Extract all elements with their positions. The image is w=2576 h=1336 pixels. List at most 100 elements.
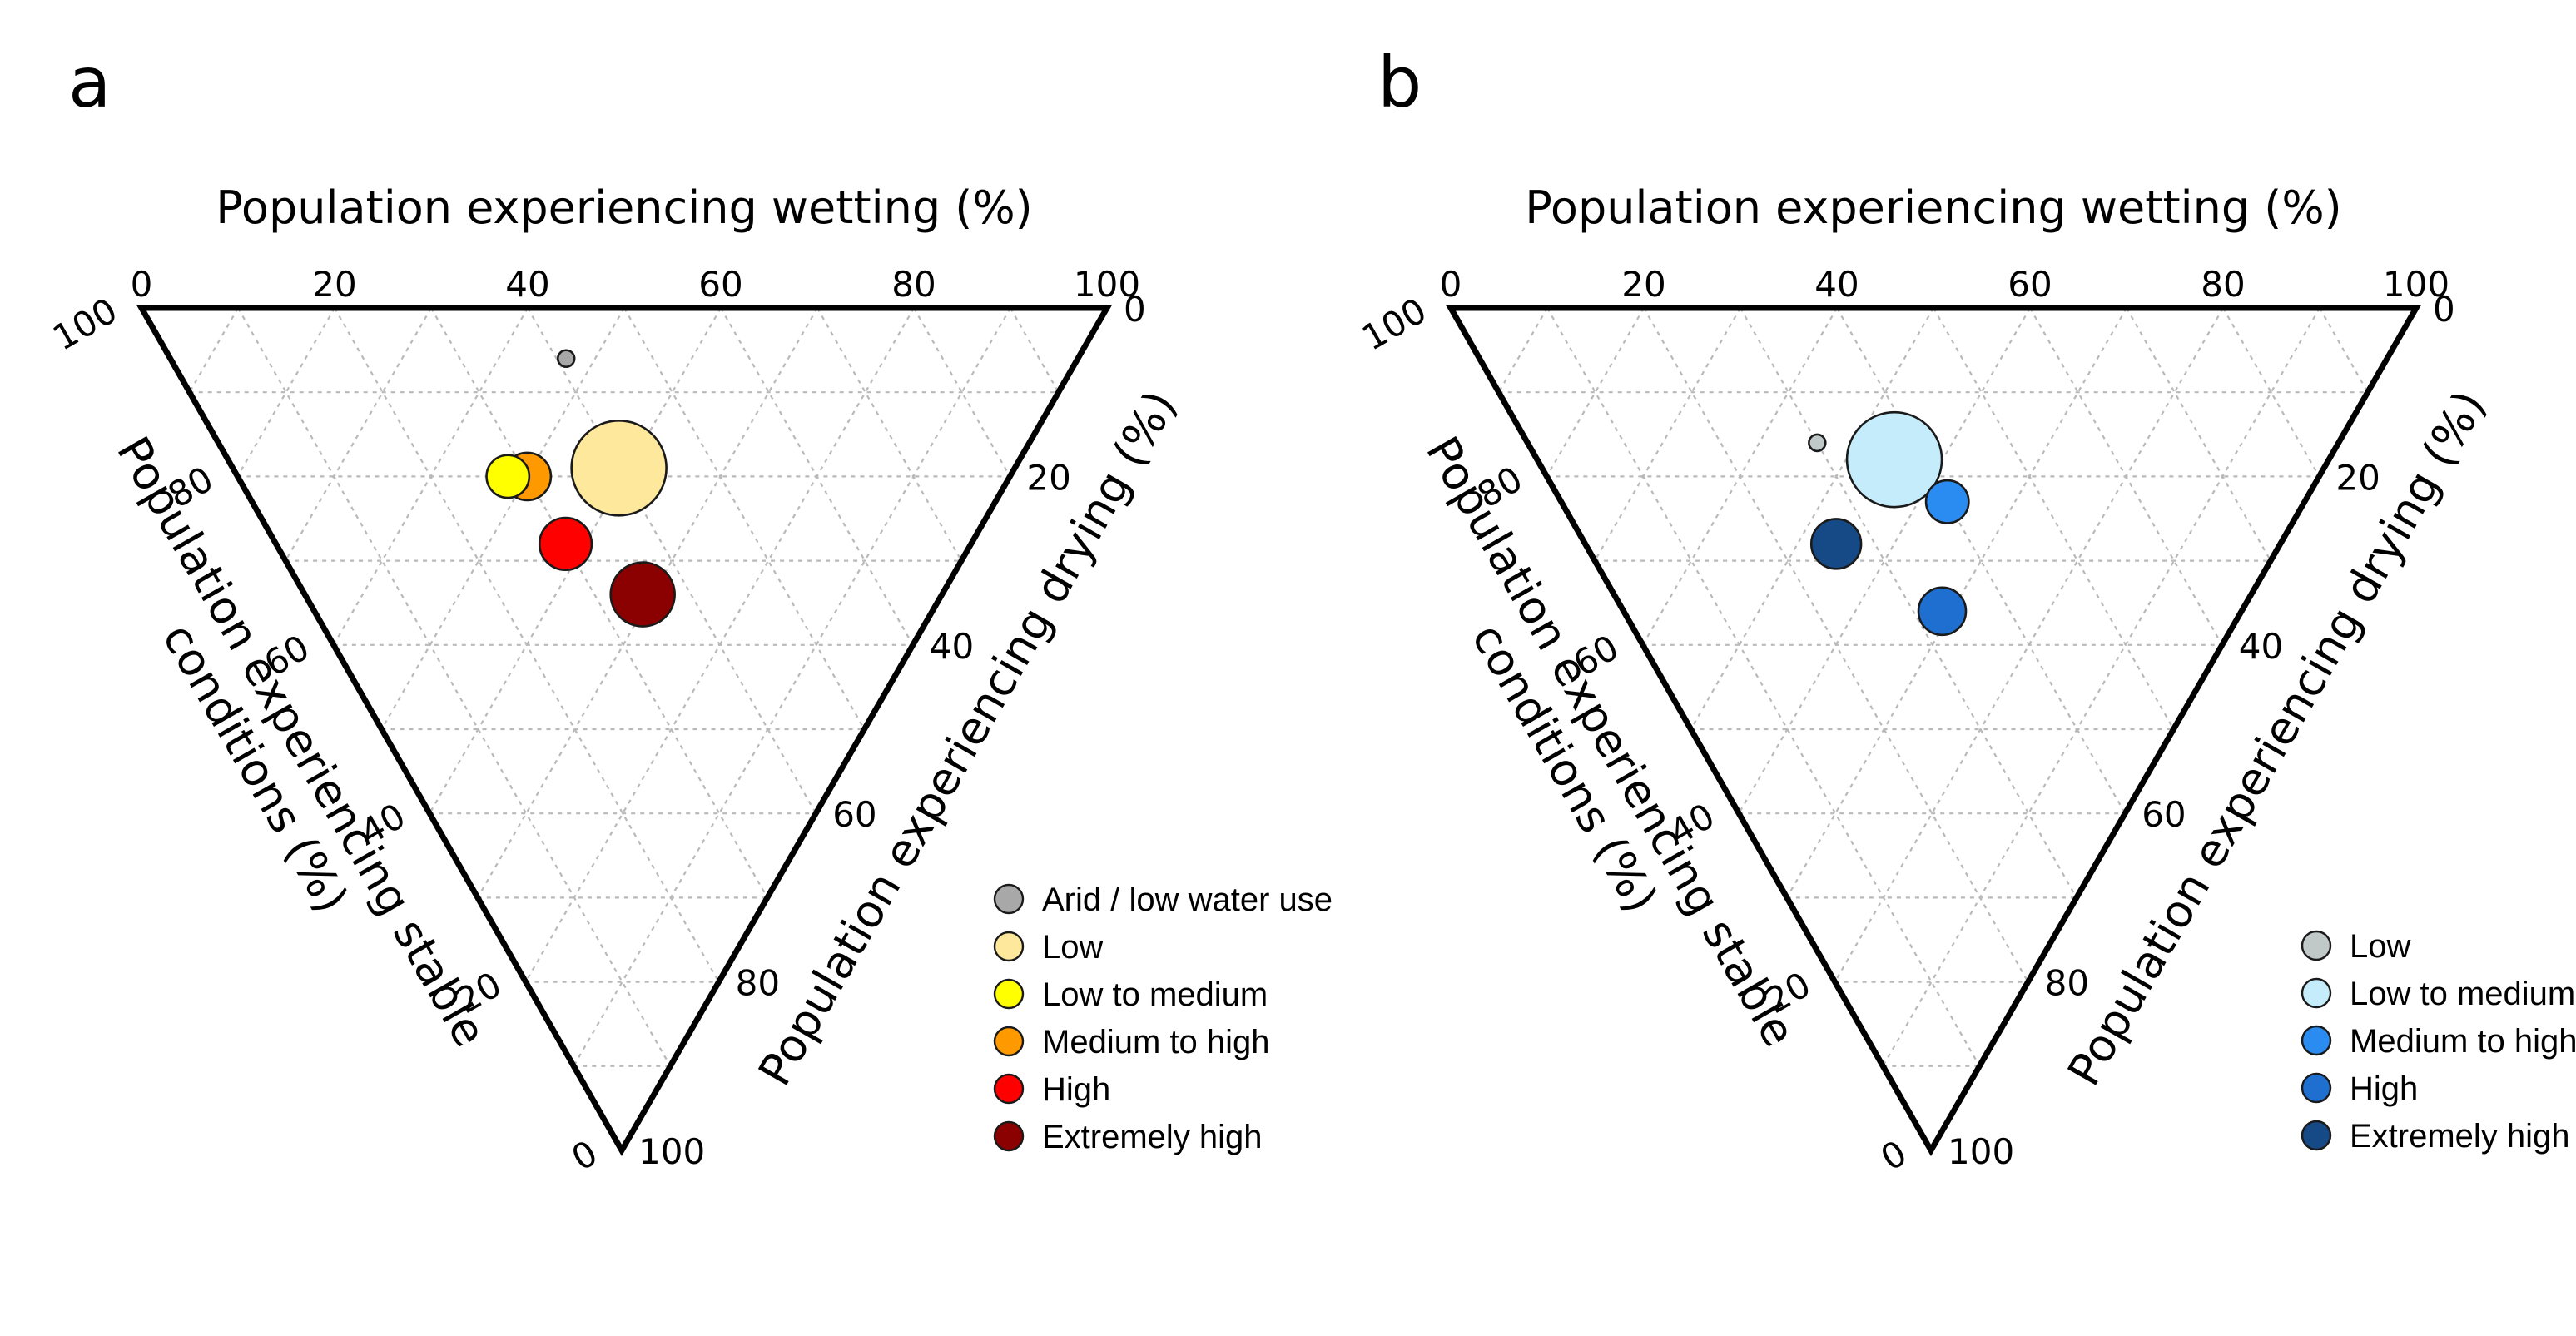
tick-drying: 100 [1948, 1131, 2014, 1172]
axis-title-stable: Population experiencing stableconditions… [61, 428, 497, 1082]
ternary-frame [1445, 305, 2422, 1157]
ternary-panel-b: b0 20 40 60 80 100020406080100100806040200Pop… [1355, 42, 2576, 1179]
gridline-stable [285, 307, 432, 562]
tick-drying: 0 [2433, 289, 2455, 330]
gridline-wetting [623, 307, 866, 730]
legend-label: Extremely high [2350, 1118, 2570, 1155]
tick-drying: 80 [736, 963, 780, 1004]
tick-wetting: 100 [2383, 264, 2449, 305]
tick-drying: 20 [1026, 457, 1070, 498]
tick-wetting: 40 [1814, 264, 1859, 305]
grid [1497, 307, 2369, 1067]
ternary-panel-a: a0 20 40 60 80 100020406080100100806040200Pop… [46, 42, 1333, 1179]
tick-wetting: 0 [1440, 264, 1462, 305]
gridline-wetting [2126, 307, 2272, 562]
gridline-stable [429, 307, 722, 814]
axis-title-stable-line: Population experiencing stable [107, 428, 496, 1055]
tick-wetting: 20 [1621, 264, 1665, 305]
legend-marker [2301, 930, 2332, 961]
bubbles [485, 349, 676, 628]
tick-stable: 100 [1355, 290, 1433, 359]
tick-drying: 80 [2045, 963, 2089, 1004]
gridline-wetting [816, 307, 963, 562]
legend-label: Medium to high [2350, 1023, 2576, 1060]
gridline-stable [1690, 307, 1934, 730]
tick-wetting: 60 [2008, 264, 2052, 305]
tick-stable: 0 [564, 1132, 604, 1179]
axis-title-wetting: Population experiencing wetting (%) [216, 181, 1032, 234]
legend-marker [993, 883, 1025, 915]
gridline-stable [524, 307, 915, 983]
tick-wetting: 80 [891, 264, 936, 305]
gridline-stable [1738, 307, 2031, 814]
gridline-wetting [1546, 307, 1981, 1067]
tick-drying: 60 [2142, 794, 2186, 835]
panel-label: a [68, 42, 111, 123]
gridline-wetting [1010, 307, 1060, 393]
tick-stable: 100 [46, 290, 124, 359]
legend-marker [2301, 977, 2332, 1009]
gridline-wetting [430, 307, 768, 898]
legend-label: High [2350, 1070, 2418, 1107]
legend-label: Low to medium [1042, 976, 1268, 1013]
tick-stable: 0 [1874, 1132, 1913, 1179]
bubble-extremely-high [609, 561, 676, 628]
tick-drying: 100 [638, 1131, 705, 1172]
gridline-stable [380, 307, 625, 730]
legend: Low Low to medium Medium to high High Extrem… [2301, 928, 2576, 1155]
tick-wetting: 80 [2201, 264, 2245, 305]
gridline-wetting [2029, 307, 2223, 646]
bubble-low-to-medium [485, 454, 531, 499]
gridline-wetting [1740, 307, 2077, 898]
gridline-wetting [720, 307, 914, 646]
legend-marker [993, 1073, 1025, 1105]
bubble-medium-to-high [1924, 479, 1970, 524]
axis-title-stable-line: Population experiencing stable [1416, 428, 1805, 1055]
bubble-low [570, 419, 668, 517]
legend-label: High [1042, 1071, 1110, 1108]
tick-wetting: 20 [312, 264, 356, 305]
legend-label: Extremely high [1042, 1119, 1263, 1155]
legend-marker [993, 978, 1025, 1010]
tick-wetting: 100 [1074, 264, 1140, 305]
gridline-stable [1641, 307, 1838, 646]
gridline-wetting [2319, 307, 2369, 393]
bubbles [1808, 410, 1970, 637]
legend-label: Low [2350, 928, 2410, 965]
legend-marker [2301, 1025, 2332, 1056]
legend-marker [2301, 1072, 2332, 1104]
bubble-high [538, 516, 593, 572]
axis-title-stable: Population experiencing stableconditions… [1370, 428, 1806, 1082]
tick-wetting: 0 [131, 264, 153, 305]
bubble-arid-low-water-use [556, 349, 576, 368]
gridline-stable [332, 307, 529, 646]
gridline-wetting [237, 307, 672, 1067]
tick-drying: 60 [832, 794, 876, 835]
bubble-high [1917, 586, 1968, 637]
legend-label: Medium to high [1042, 1024, 1269, 1060]
legend-marker [993, 931, 1025, 962]
panel-label: b [1377, 42, 1422, 123]
tick-drying: 40 [2239, 626, 2283, 667]
bubble-low [1808, 433, 1827, 453]
legend-label: Low [1042, 929, 1103, 966]
legend-marker [993, 1026, 1025, 1057]
gridline-stable [188, 307, 239, 393]
legend-marker [2301, 1120, 2332, 1151]
tick-wetting: 40 [505, 264, 549, 305]
gridline-stable [1594, 307, 1741, 562]
gridline-stable [1834, 307, 2224, 983]
gridline-stable [1882, 307, 2320, 1067]
tick-drying: 20 [2335, 457, 2380, 498]
legend-label: Arid / low water use [1042, 882, 1333, 918]
legend-label: Low to medium [2350, 976, 2575, 1012]
gridline-stable [1497, 307, 1548, 393]
tick-drying: 0 [1124, 289, 1146, 330]
bubble-extremely-high [1809, 518, 1863, 570]
axis-title-wetting: Population experiencing wetting (%) [1525, 181, 2341, 234]
tick-wetting: 60 [698, 264, 742, 305]
ternary-frame [136, 305, 1113, 1157]
gridline-stable [573, 307, 1011, 1067]
